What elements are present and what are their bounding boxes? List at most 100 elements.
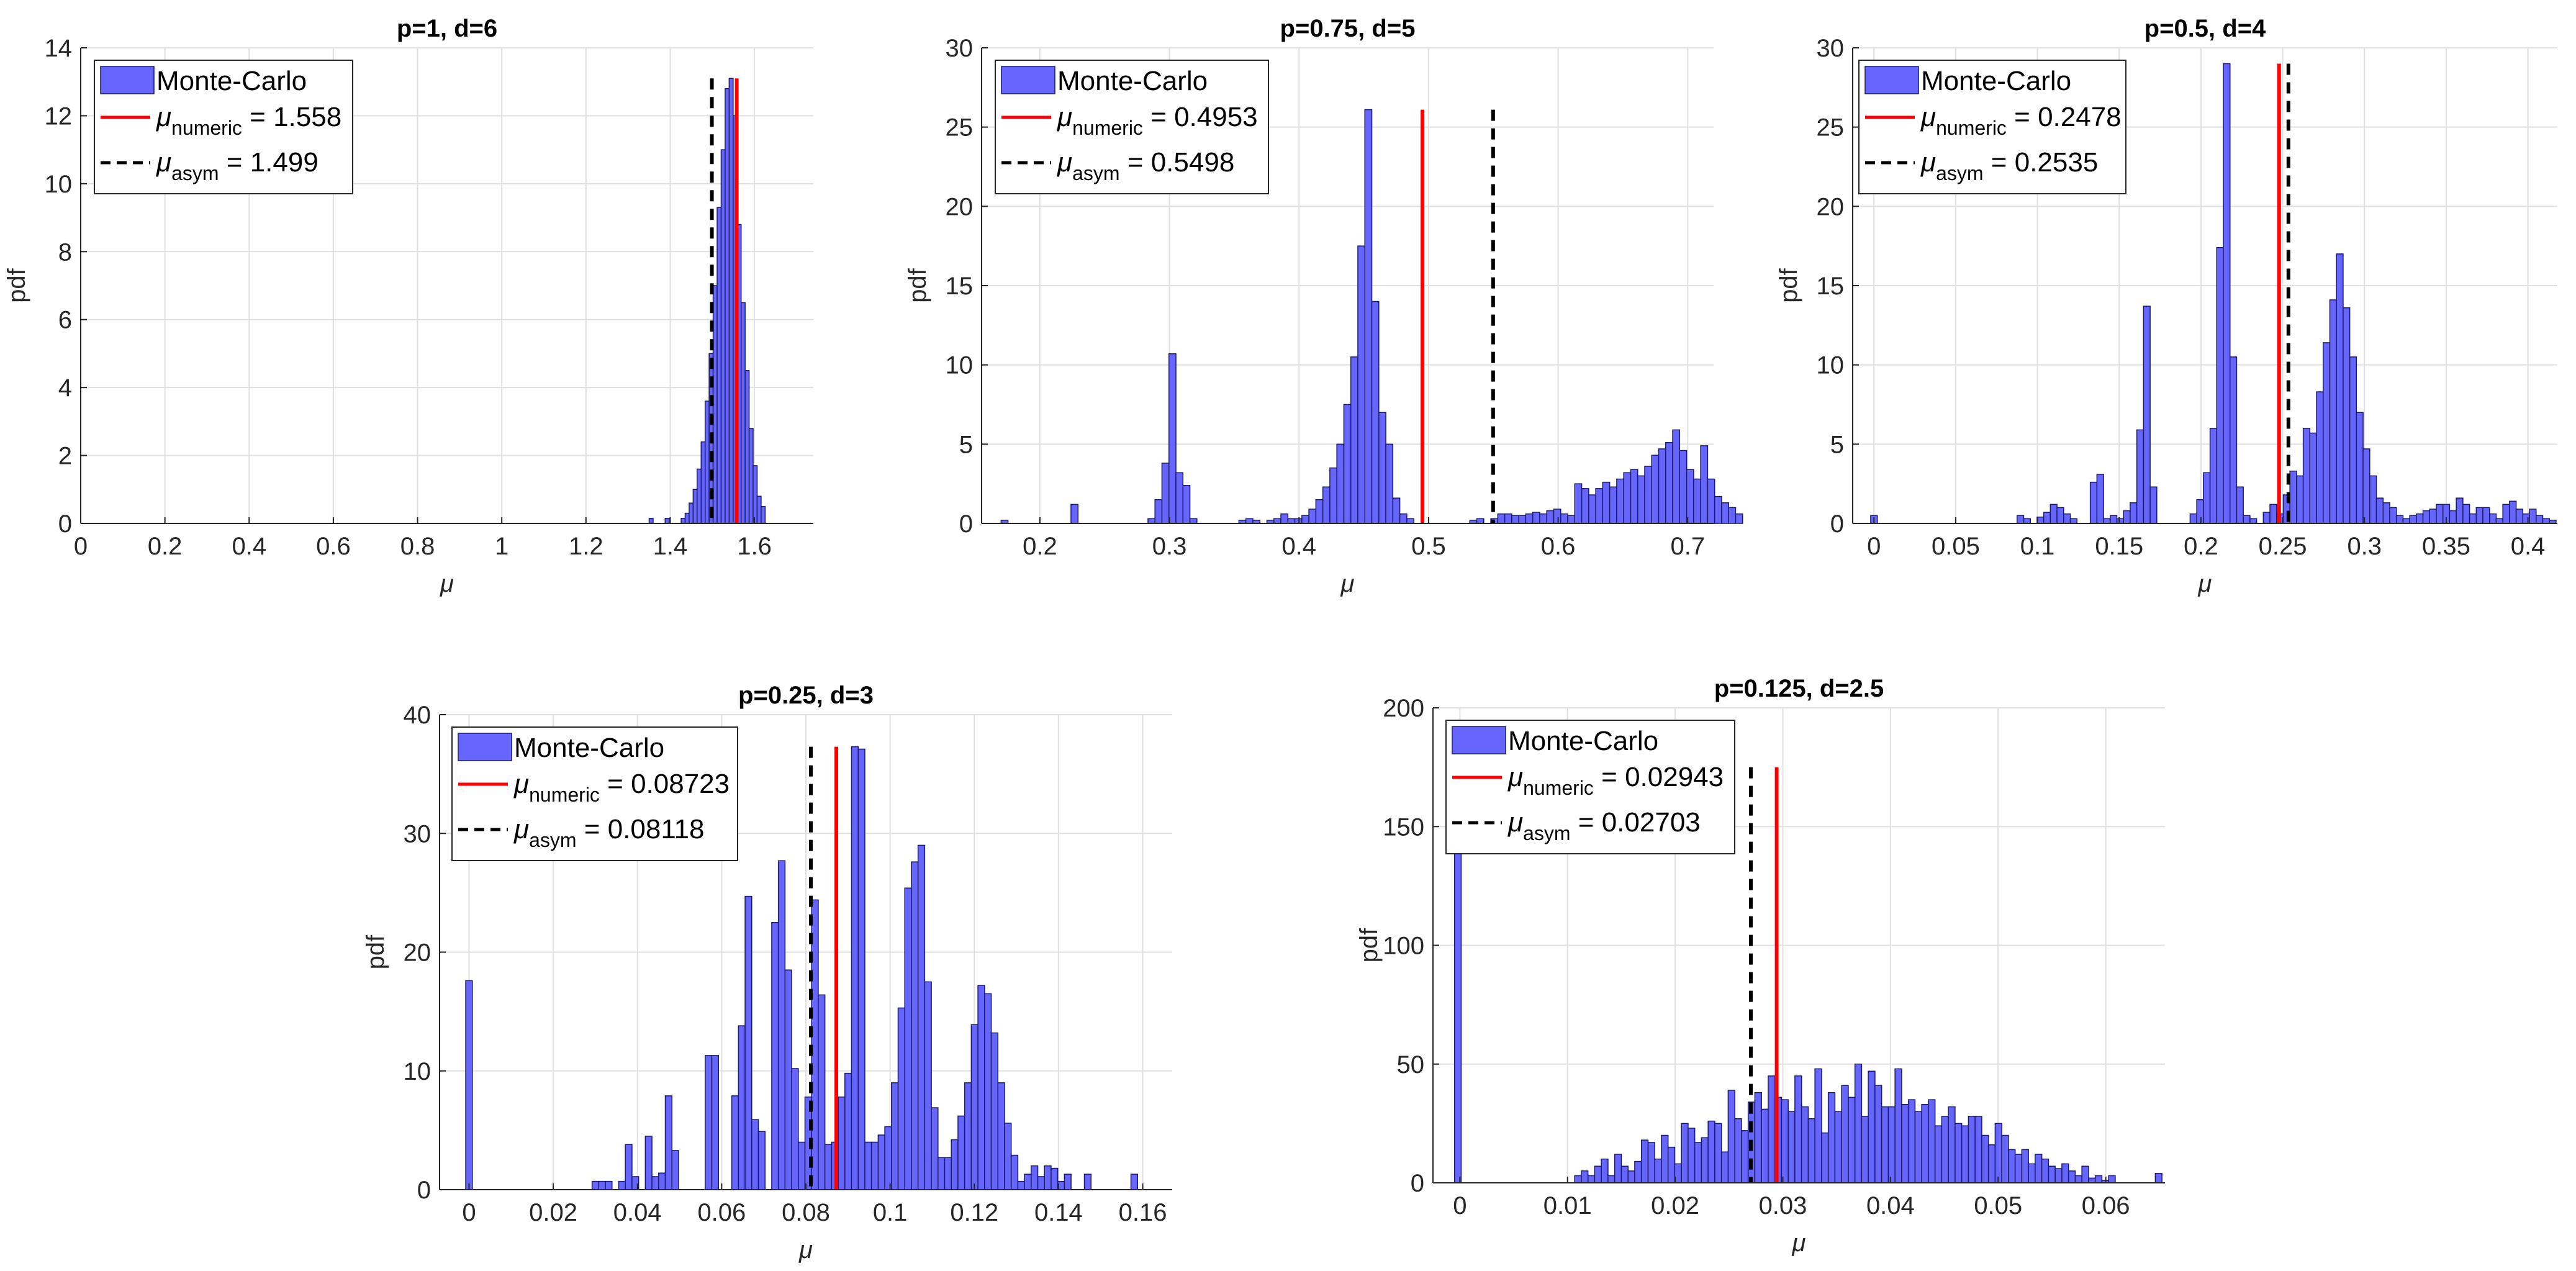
histogram-bar bbox=[1679, 450, 1688, 524]
histogram-bar bbox=[1654, 1159, 1662, 1183]
histogram-bar bbox=[1017, 1180, 1025, 1190]
histogram-bar bbox=[2203, 472, 2211, 524]
x-tick-label: 0.05 bbox=[1932, 533, 1980, 560]
histogram-bar bbox=[1874, 1085, 1882, 1183]
legend-label-montecarlo: Monte-Carlo bbox=[1057, 66, 1208, 96]
histogram-bar bbox=[1453, 849, 1462, 1183]
x-tick-label: 0 bbox=[74, 533, 88, 560]
histogram-bar bbox=[2041, 1159, 2050, 1183]
histogram-bar bbox=[1727, 1090, 1735, 1183]
histogram-bar bbox=[2429, 509, 2437, 524]
histogram-bar bbox=[1701, 1137, 1709, 1183]
histogram-bar bbox=[1914, 1111, 1922, 1183]
y-tick-label: 200 bbox=[1383, 695, 1424, 722]
legend: Monte-Carlo μnumeric = 0.02943 μasym = 0.0… bbox=[1445, 720, 1735, 854]
histogram-bar bbox=[2449, 510, 2457, 524]
histogram-bar bbox=[1987, 1144, 1996, 1183]
histogram-bar bbox=[1004, 1123, 1012, 1190]
histogram-bar bbox=[2296, 475, 2304, 524]
legend-bar-swatch bbox=[1864, 66, 1919, 94]
histogram-bar bbox=[1861, 1116, 1869, 1183]
histogram-bar bbox=[1587, 1175, 1596, 1183]
x-tick-label: 0.8 bbox=[400, 533, 435, 560]
legend-label-asym: μasym = 0.5498 bbox=[1057, 147, 1234, 184]
histogram-bar bbox=[744, 895, 752, 1190]
histogram-bar bbox=[2529, 509, 2537, 524]
histogram-bar bbox=[791, 1068, 799, 1190]
histogram-bar bbox=[648, 518, 654, 524]
legend-label-numeric: μnumeric = 0.08723 bbox=[513, 769, 730, 806]
histogram-bar bbox=[1287, 518, 1296, 524]
histogram-bar bbox=[2343, 307, 2351, 524]
histogram-bar bbox=[1083, 1174, 1092, 1190]
histogram-bar bbox=[2488, 513, 2497, 524]
histogram-bar bbox=[465, 980, 473, 1190]
x-tick-label: 0.1 bbox=[2020, 533, 2055, 560]
histogram-bar bbox=[1130, 1174, 1139, 1190]
chart-panel-5: 0 0.01 0.02 0.03 0.04 0.05 0.06 0 50 100 150 200 p=0… bbox=[1355, 675, 2165, 1257]
histogram-bar bbox=[1567, 515, 1576, 524]
histogram-bar bbox=[1329, 467, 1337, 524]
y-tick-label: 50 bbox=[1397, 1051, 1425, 1079]
histogram-bar bbox=[1245, 518, 1254, 524]
histogram-bar bbox=[1921, 1104, 1929, 1183]
x-tick-label: 0.08 bbox=[782, 1199, 830, 1226]
histogram-bar bbox=[2542, 518, 2550, 524]
histogram-bar bbox=[938, 1157, 946, 1190]
histogram-bar bbox=[2362, 448, 2370, 524]
chart-panel-4: 0 0.02 0.04 0.06 0.08 0.1 0.12 0.14 0.16 0 10 20 30 4… bbox=[362, 682, 1172, 1264]
x-tick-label: 0.02 bbox=[529, 1199, 577, 1226]
histogram-bar bbox=[2223, 63, 2231, 524]
y-tick-label: 25 bbox=[946, 114, 974, 142]
x-tick-label: 0.7 bbox=[1670, 533, 1705, 560]
histogram-bar bbox=[1688, 1128, 1696, 1183]
legend-bar-swatch bbox=[458, 733, 512, 761]
histogram-bar bbox=[1934, 1125, 1943, 1183]
histogram-bar bbox=[2028, 1163, 2036, 1183]
y-tick-label: 15 bbox=[946, 273, 974, 300]
y-axis-label: pdf bbox=[904, 268, 931, 302]
histogram-bar bbox=[1948, 1106, 1956, 1183]
histogram-bar bbox=[951, 1139, 959, 1190]
histogram-bar bbox=[1728, 507, 1737, 524]
histogram-bar bbox=[1574, 1175, 1582, 1183]
histogram-bar bbox=[1497, 513, 1506, 524]
x-tick-label: 0.03 bbox=[1759, 1192, 1807, 1219]
histogram-bar bbox=[924, 981, 932, 1190]
histogram-bar bbox=[1994, 1123, 2002, 1183]
x-tick-label: 0.3 bbox=[2347, 533, 2382, 560]
y-tick-label: 30 bbox=[946, 35, 974, 62]
histogram-bar bbox=[2023, 518, 2031, 524]
histogram-bar bbox=[1539, 513, 1547, 524]
histogram-bar bbox=[1588, 494, 1596, 524]
histogram-bar bbox=[1968, 1116, 1976, 1183]
histogram-bar bbox=[1807, 1118, 1815, 1183]
histogram-bar bbox=[720, 149, 726, 524]
legend-label-montecarlo: Monte-Carlo bbox=[1508, 726, 1658, 756]
histogram-bar bbox=[1894, 1068, 1902, 1183]
histogram-bar bbox=[2289, 470, 2297, 524]
histogram-bar bbox=[1044, 1165, 1052, 1190]
histogram-bar bbox=[838, 1097, 846, 1190]
x-tick-label: 0.3 bbox=[1152, 533, 1187, 560]
x-tick-label: 0.06 bbox=[697, 1199, 746, 1226]
x-tick-label: 0 bbox=[1867, 533, 1881, 560]
histogram-bar bbox=[1620, 1165, 1629, 1183]
histogram-bar bbox=[1672, 429, 1681, 524]
y-tick-label: 14 bbox=[45, 35, 73, 62]
histogram-bar bbox=[1651, 455, 1660, 524]
histogram-bar bbox=[2349, 356, 2357, 524]
x-tick-label: 0.35 bbox=[2422, 533, 2470, 560]
histogram-bar bbox=[644, 1136, 653, 1190]
histogram-bar bbox=[1707, 478, 1715, 524]
histogram-bar bbox=[897, 1007, 905, 1190]
histogram-bar bbox=[1175, 472, 1184, 524]
histogram-bar bbox=[1637, 475, 1645, 524]
legend-label-asym: μasym = 0.02703 bbox=[1507, 807, 1701, 844]
histogram-bar bbox=[2021, 1149, 2029, 1183]
histogram-bar bbox=[2108, 1175, 2116, 1183]
histogram-bar bbox=[1322, 486, 1331, 524]
x-tick-label: 0.04 bbox=[1866, 1192, 1915, 1219]
histogram-bar bbox=[2103, 518, 2111, 524]
x-tick-label: 1.2 bbox=[569, 533, 603, 560]
